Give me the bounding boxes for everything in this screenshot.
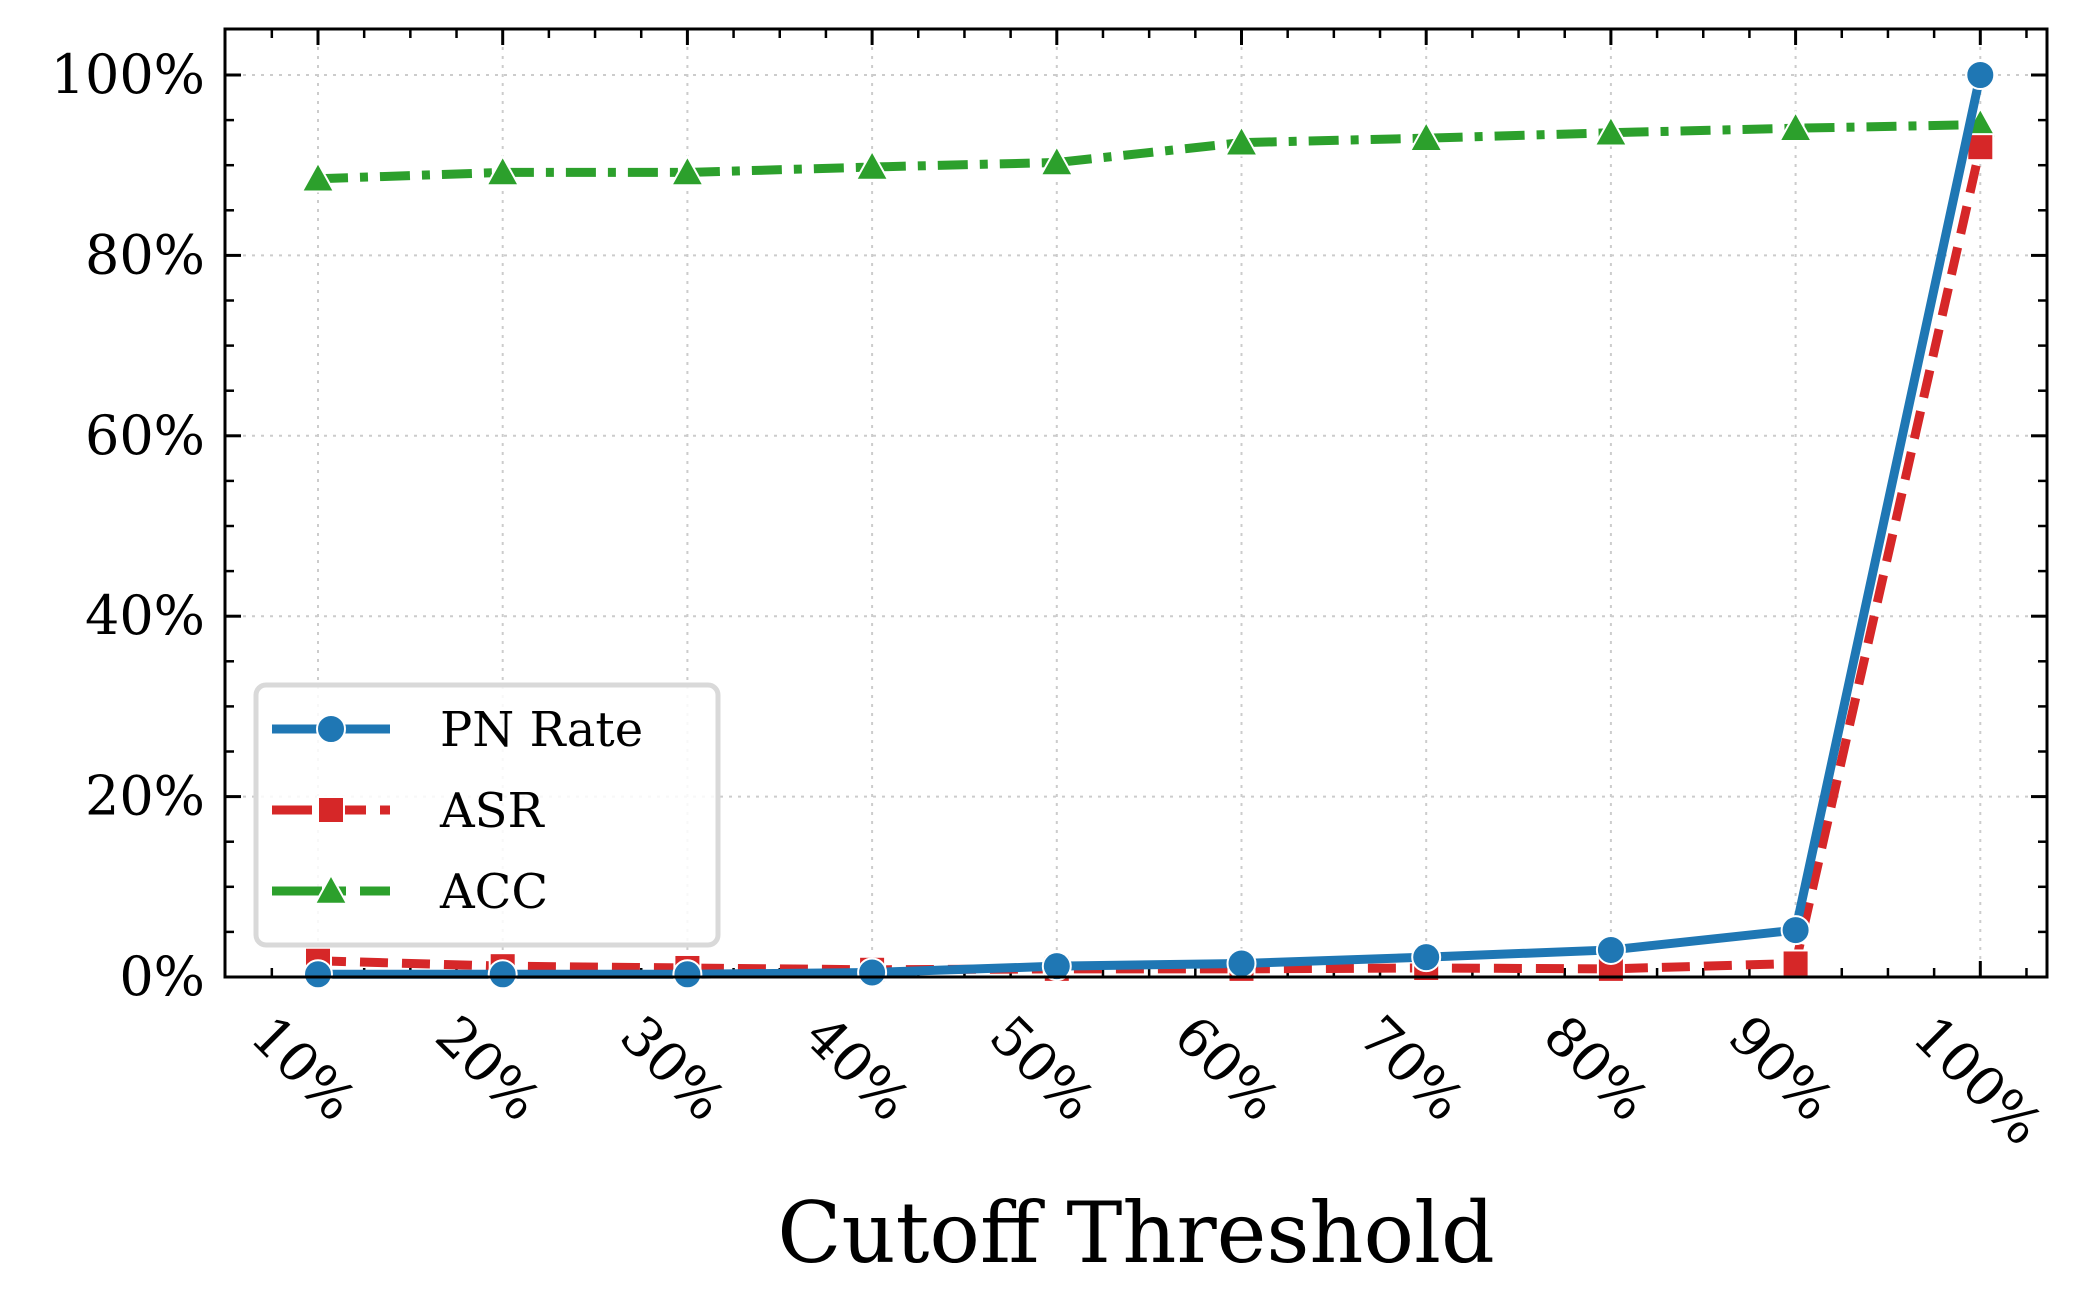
data-point [857,957,888,988]
y-tick-label: 60% [85,404,205,467]
x-tick-label: 50% [978,1004,1107,1133]
y-tick-label: 80% [85,223,205,286]
series-acc [300,106,1998,193]
legend-marker [317,796,345,824]
legend-label: ASR [439,783,546,839]
legend-item: PN Rate [272,702,643,758]
x-tick-label: 30% [608,1004,737,1133]
grid-lines [225,29,2047,977]
series-line [317,146,1985,975]
data-point [854,148,890,181]
data-point [1777,110,1814,143]
x-tick-label: 20% [424,1004,553,1133]
legend-marker [316,714,346,744]
data-point [303,959,333,990]
legend-label: PN Rate [440,702,643,758]
data-point [1593,114,1629,147]
legend-marker [313,872,349,905]
x-tick-label: 10% [239,1004,368,1133]
data-point [672,959,703,990]
data-point [1408,120,1444,152]
legend-item: ACC [272,864,548,920]
data-point [1595,934,1626,965]
x-axis-title: Cutoff Threshold [777,1184,1495,1282]
x-tick-label: 40% [793,1004,922,1133]
data-point [1780,915,1811,946]
data-point [1965,60,1996,90]
legend-label: ACC [439,864,548,920]
data-point [1411,942,1442,973]
data-point [1223,124,1260,157]
series-lines [300,60,1998,990]
legend: PN Rate ASR ACC [253,682,721,948]
data-point [1781,949,1810,978]
y-tick-label: 0% [119,945,205,1008]
y-tick-label: 20% [85,765,205,828]
data-point [485,154,521,187]
data-point [1226,948,1257,979]
data-point [1039,144,1075,177]
series-line [317,120,1981,184]
legend-item: ASR [272,783,546,839]
x-tick-label: 60% [1162,1004,1291,1133]
x-tick-label: 90% [1716,1004,1845,1133]
plot-frame [223,27,2049,979]
data-point [487,959,518,990]
x-tick-label: 70% [1347,1004,1476,1133]
data-point [300,160,336,193]
data-point [1041,951,1072,982]
x-tick-labels: 10% 20% 30% 40% 50% 60% 70% 80% 90% 100% [239,1004,2055,1158]
data-point [1966,133,1995,162]
data-point [669,154,706,187]
series-line [318,74,1985,979]
x-tick-label: 80% [1532,1004,1661,1133]
y-tick-label: 40% [85,584,205,647]
y-tick-labels: 0% 20% 40% 60% 80% 100% [51,43,205,1008]
series-pn-rate [303,60,1996,990]
x-tick-label: 100% [1901,1004,2055,1158]
y-tick-label: 100% [51,43,205,106]
